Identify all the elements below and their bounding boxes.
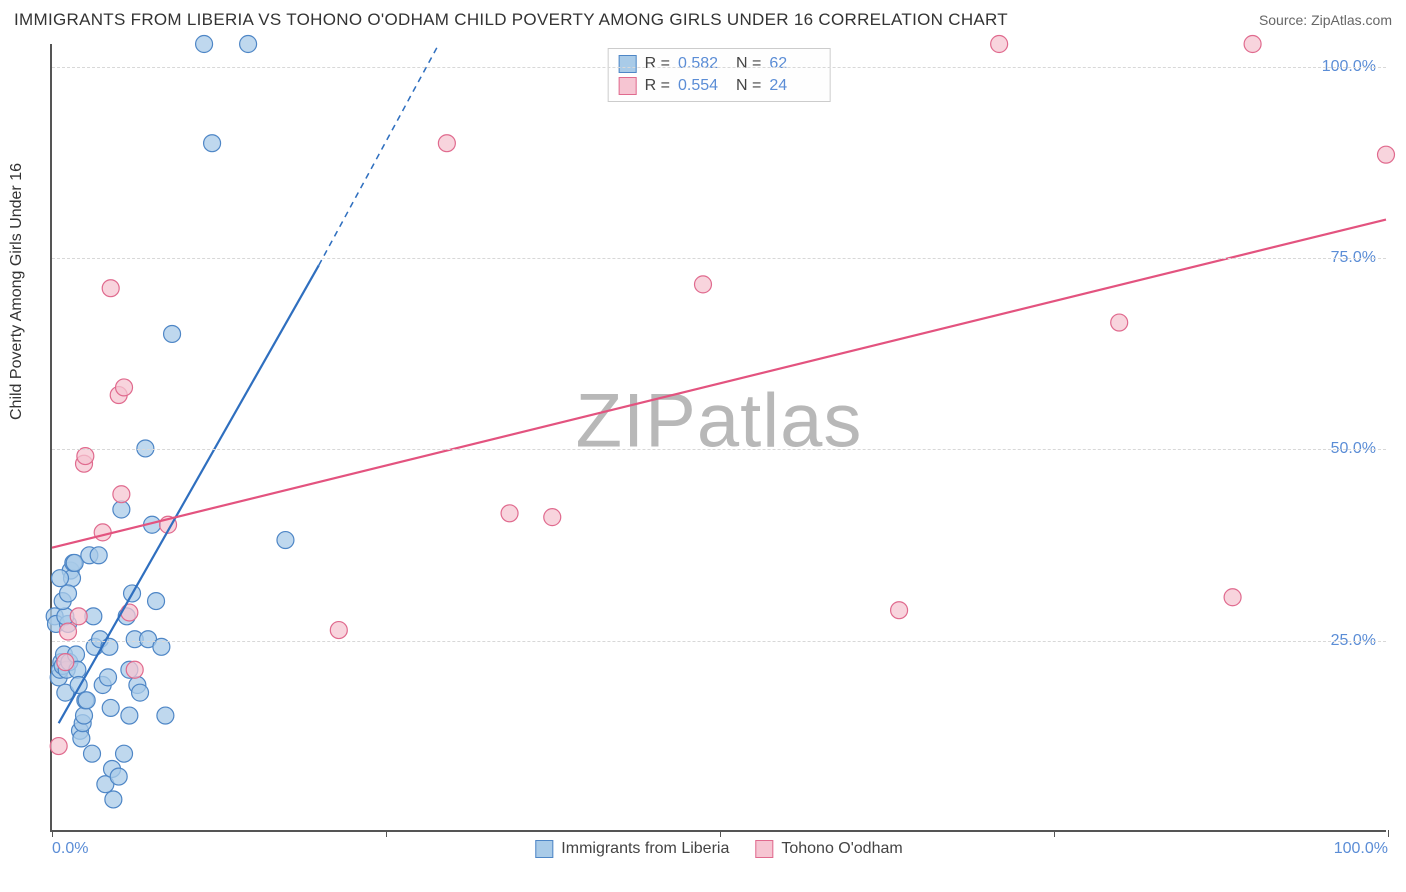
x-tick-mark [1054, 830, 1055, 837]
legend-label: Tohono O'odham [781, 840, 902, 858]
source-value: ZipAtlas.com [1311, 12, 1392, 28]
x-tick-mark [52, 830, 53, 837]
data-point [90, 547, 107, 564]
data-point [121, 707, 138, 724]
data-point [60, 623, 77, 640]
legend-swatch-blue [535, 840, 553, 858]
data-point [277, 532, 294, 549]
gridline [52, 449, 1386, 450]
data-point [121, 604, 138, 621]
x-tick-mark [720, 830, 721, 837]
legend-swatch-pink [619, 77, 637, 95]
legend-item: Tohono O'odham [755, 840, 902, 858]
gridline [52, 641, 1386, 642]
r-label: R = [645, 55, 670, 73]
data-point [164, 326, 181, 343]
x-tick-mark [1388, 830, 1389, 837]
n-value: 24 [769, 77, 819, 95]
data-point [102, 699, 119, 716]
trend-line-extrapolated [319, 44, 439, 265]
trend-line [59, 265, 319, 723]
data-point [991, 36, 1008, 53]
data-point [52, 570, 69, 587]
data-point [116, 745, 133, 762]
data-point [60, 585, 77, 602]
data-point [204, 135, 221, 152]
data-point [116, 379, 133, 396]
data-point [126, 661, 143, 678]
n-label: N = [736, 77, 761, 95]
source-label: Source: [1259, 12, 1311, 28]
legend-swatch-pink [755, 840, 773, 858]
data-point [50, 738, 67, 755]
chart-title: IMMIGRANTS FROM LIBERIA VS TOHONO O'ODHA… [14, 10, 1008, 30]
legend-label: Immigrants from Liberia [561, 840, 729, 858]
data-point [137, 440, 154, 457]
r-value: 0.554 [678, 77, 728, 95]
data-point [157, 707, 174, 724]
data-point [695, 276, 712, 293]
data-point [78, 692, 95, 709]
data-point [1111, 314, 1128, 331]
legend-stats-row: R = 0.554 N = 24 [619, 75, 820, 97]
x-tick-label: 0.0% [52, 840, 88, 858]
gridline [52, 67, 1386, 68]
data-point [132, 684, 149, 701]
data-point [73, 730, 90, 747]
y-axis-label: Child Poverty Among Girls Under 16 [8, 163, 26, 420]
data-point [1378, 146, 1395, 163]
source-attribution: Source: ZipAtlas.com [1259, 12, 1392, 28]
data-point [113, 486, 130, 503]
data-point [330, 622, 347, 639]
legend-item: Immigrants from Liberia [535, 840, 729, 858]
data-point [891, 602, 908, 619]
data-point [84, 745, 101, 762]
data-point [196, 36, 213, 53]
data-point [1244, 36, 1261, 53]
data-point [113, 501, 130, 518]
plot-svg [52, 44, 1386, 830]
legend-stats-row: R = 0.582 N = 62 [619, 53, 820, 75]
x-tick-mark [386, 830, 387, 837]
x-tick-label: 100.0% [1334, 840, 1388, 858]
data-point [105, 791, 122, 808]
legend-swatch-blue [619, 55, 637, 73]
data-point [57, 654, 74, 671]
header-row: IMMIGRANTS FROM LIBERIA VS TOHONO O'ODHA… [14, 10, 1392, 30]
n-label: N = [736, 55, 761, 73]
data-point [100, 669, 117, 686]
data-point [438, 135, 455, 152]
data-point [70, 608, 87, 625]
data-point [94, 524, 111, 541]
r-value: 0.582 [678, 55, 728, 73]
r-label: R = [645, 77, 670, 95]
data-point [544, 509, 561, 526]
n-value: 62 [769, 55, 819, 73]
data-point [501, 505, 518, 522]
data-point [102, 280, 119, 297]
data-point [110, 768, 127, 785]
data-point [240, 36, 257, 53]
data-point [76, 707, 93, 724]
plot-area: ZIPatlas R = 0.582 N = 62 R = 0.554 N = … [50, 44, 1386, 832]
data-point [1224, 589, 1241, 606]
data-point [148, 593, 165, 610]
gridline [52, 258, 1386, 259]
legend-stats: R = 0.582 N = 62 R = 0.554 N = 24 [608, 48, 831, 102]
legend-series: Immigrants from Liberia Tohono O'odham [535, 840, 902, 858]
